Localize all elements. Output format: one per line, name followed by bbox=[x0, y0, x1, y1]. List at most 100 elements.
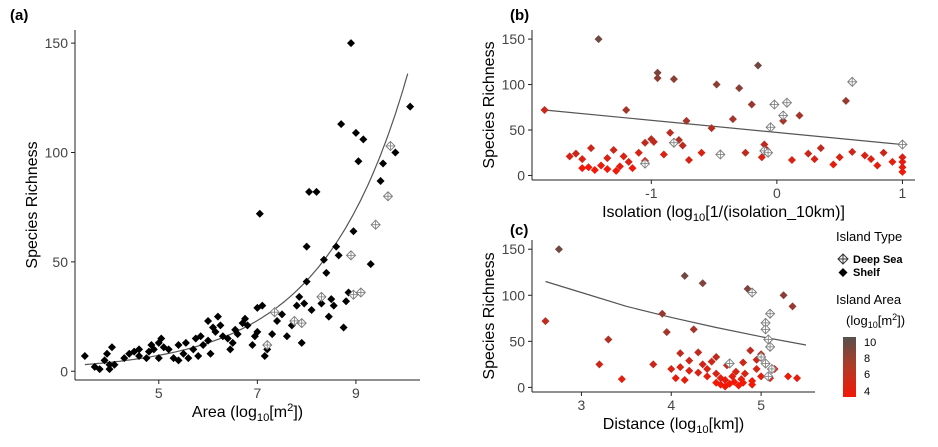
shelf-point bbox=[841, 96, 850, 105]
shelf-point bbox=[873, 161, 882, 170]
shelf-point bbox=[694, 368, 703, 377]
fit-curve bbox=[545, 280, 807, 346]
shelf-point bbox=[541, 317, 550, 326]
shelf-point bbox=[258, 301, 267, 310]
shelf-point bbox=[329, 301, 338, 310]
y-tick-label: 150 bbox=[45, 35, 69, 51]
shelf-point bbox=[211, 327, 220, 336]
shelf-point bbox=[105, 360, 114, 369]
shelf-point bbox=[379, 159, 388, 168]
shelf-point bbox=[95, 365, 104, 374]
shelf-point bbox=[317, 299, 326, 308]
shelf-point bbox=[189, 345, 198, 354]
deep-sea-point bbox=[760, 358, 771, 369]
shelf-point bbox=[297, 338, 306, 347]
shelf-point bbox=[671, 374, 680, 383]
shelf-point bbox=[295, 292, 304, 301]
shelf-point bbox=[658, 309, 667, 318]
shelf-point bbox=[354, 157, 363, 166]
shelf-point bbox=[730, 377, 739, 386]
shelf-point bbox=[216, 321, 225, 330]
shelf-point bbox=[597, 161, 606, 170]
x-axis-label: Isolation (log10[1/(isolation_10km)] bbox=[602, 204, 845, 224]
shelf-point bbox=[728, 115, 737, 124]
shelf-point bbox=[712, 369, 721, 378]
shelf-point bbox=[278, 310, 286, 319]
shelf-point bbox=[243, 321, 252, 330]
shelf-point bbox=[603, 165, 612, 174]
y-tick-label: 150 bbox=[502, 241, 526, 257]
shelf-point bbox=[793, 374, 802, 383]
shelf-point bbox=[228, 338, 237, 347]
shelf-point bbox=[898, 157, 907, 166]
shelf-point bbox=[666, 128, 675, 137]
shelf-point bbox=[206, 349, 215, 358]
shelf-point bbox=[898, 153, 907, 162]
shelf-point bbox=[223, 334, 232, 343]
shelf-point bbox=[752, 364, 761, 373]
shelf-point bbox=[721, 376, 730, 385]
deep-sea-point bbox=[668, 137, 680, 148]
shelf-point bbox=[110, 360, 119, 369]
shelf-point bbox=[898, 167, 907, 176]
shelf-point bbox=[142, 354, 151, 363]
shelf-point bbox=[754, 61, 763, 70]
shelf-point bbox=[366, 260, 375, 269]
y-tick-label: 50 bbox=[509, 122, 525, 138]
y-tick-label: 100 bbox=[502, 77, 526, 93]
deep-sea-point bbox=[778, 110, 789, 121]
shelf-point bbox=[196, 332, 205, 341]
shelf-point bbox=[332, 242, 341, 251]
legend-island-type-title: Island Type bbox=[836, 229, 902, 244]
shelf-point bbox=[307, 306, 316, 314]
shelf-point bbox=[680, 376, 689, 385]
deep-sea-point bbox=[262, 339, 273, 351]
shelf-point bbox=[748, 376, 757, 385]
deep-sea-point bbox=[763, 371, 774, 382]
panel-label-a: (a) bbox=[10, 7, 28, 24]
legend-deep-sea-key bbox=[837, 253, 849, 265]
shelf-point bbox=[241, 314, 250, 323]
x-axis-label: Area (log10[m2]) bbox=[192, 402, 303, 424]
shelf-point bbox=[540, 106, 549, 114]
shelf-point bbox=[867, 155, 876, 164]
shelf-point bbox=[149, 345, 158, 354]
shelf-point bbox=[184, 354, 193, 363]
shelf-point bbox=[594, 35, 603, 44]
shelf-point bbox=[120, 354, 129, 363]
y-axis-label: Species Richness bbox=[481, 252, 498, 379]
y-tick-label: 150 bbox=[502, 31, 526, 47]
shelf-point bbox=[835, 153, 844, 162]
shelf-point bbox=[268, 330, 277, 339]
shelf-point bbox=[391, 148, 400, 157]
shelf-point bbox=[659, 150, 668, 159]
shelf-point bbox=[757, 372, 766, 381]
x-tick-label: 3 bbox=[578, 397, 586, 413]
deep-sea-point bbox=[764, 341, 776, 352]
shelf-point bbox=[376, 176, 385, 185]
deep-sea-point bbox=[762, 147, 774, 158]
y-axis-label: Species Richness bbox=[24, 141, 41, 268]
shelf-point bbox=[80, 351, 89, 360]
shelf-point bbox=[810, 155, 819, 164]
shelf-point bbox=[739, 378, 748, 387]
shelf-point bbox=[164, 345, 173, 354]
shelf-point bbox=[226, 345, 235, 354]
shelf-point bbox=[779, 116, 788, 125]
chart-panel-a: 0 50 100 150 5 7 9 Area (log10[m2]) Species Rich… bbox=[24, 30, 420, 424]
shelf-point bbox=[339, 323, 348, 332]
shelf-point bbox=[712, 80, 721, 89]
deep-sea-point bbox=[763, 334, 774, 345]
shelf-point bbox=[584, 163, 593, 172]
y-tick-label: 0 bbox=[517, 379, 525, 395]
shelf-point bbox=[653, 74, 662, 83]
shelf-point bbox=[282, 332, 291, 341]
shelf-point bbox=[292, 301, 301, 310]
shelf-point bbox=[680, 271, 689, 280]
shelf-point bbox=[233, 330, 242, 339]
shelf-point bbox=[302, 242, 311, 251]
deep-sea-point bbox=[385, 140, 396, 152]
shelf-point bbox=[273, 316, 282, 325]
shelf-point bbox=[260, 351, 269, 360]
